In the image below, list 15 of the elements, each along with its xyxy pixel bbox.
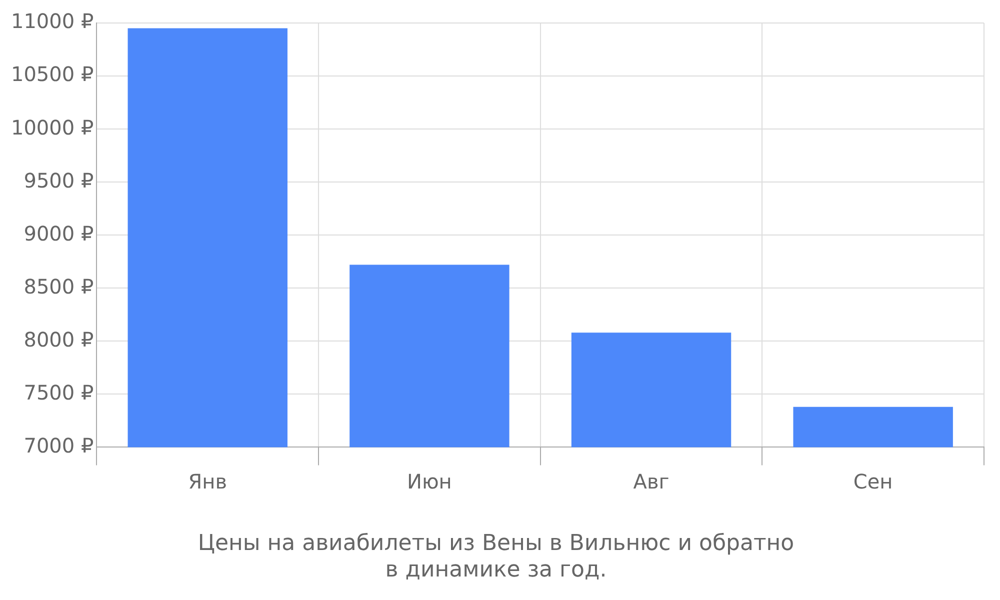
- y-tick-label: 9500 ₽: [24, 168, 94, 192]
- y-tick-label: 7500 ₽: [24, 380, 94, 404]
- y-tick-label: 8000 ₽: [24, 327, 94, 352]
- y-tick-label: 9000 ₽: [24, 221, 94, 246]
- y-tick-label: 7000 ₽: [24, 433, 94, 458]
- y-tick-label: 10500 ₽: [10, 62, 94, 86]
- x-tick-label: Сен: [853, 469, 893, 494]
- x-tick-label: Авг: [633, 469, 670, 494]
- text: в динамике за год.: [385, 558, 607, 583]
- x-tick-label: Июн: [407, 469, 452, 494]
- text: Цены на авиабилеты из Вены в Вильнюс и обратно: [198, 531, 794, 556]
- y-tick-label: 8500 ₽: [24, 274, 94, 298]
- y-tick-label: 10000 ₽: [10, 115, 94, 140]
- y-tick-label: 11000 ₽: [10, 9, 94, 34]
- x-tick-label: Янв: [188, 469, 227, 494]
